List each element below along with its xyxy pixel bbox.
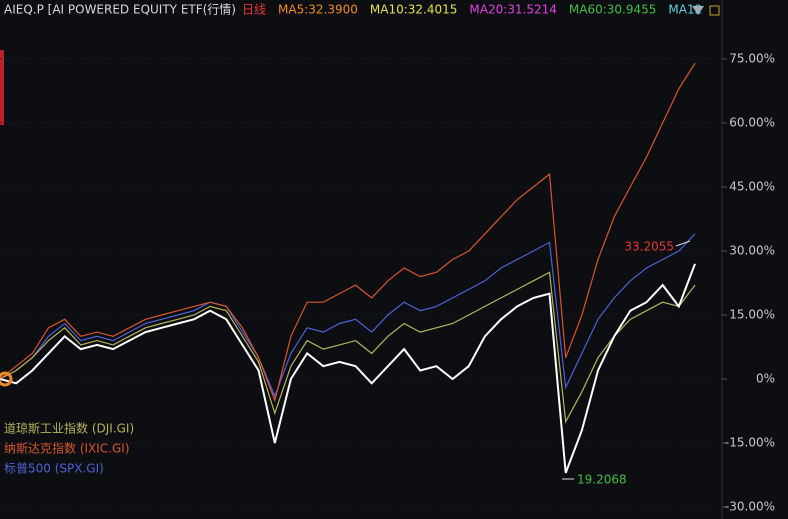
annotation: 19.2068: [577, 473, 627, 487]
header-item: MA20:31.5214: [469, 3, 557, 17]
series-line: [0, 263, 696, 474]
header-item: MA60:30.9455: [569, 3, 657, 17]
header-item: MA10:32.4015: [370, 3, 458, 17]
annotation-arrow: [675, 240, 691, 247]
legend-entry: 纳斯达克指数 (IXIC.GI): [4, 441, 130, 456]
y-tick-label: 60.00%: [729, 115, 775, 129]
y-tick-label: 45.00%: [729, 179, 775, 193]
y-tick-label: -15.00%: [725, 436, 775, 450]
series-line: [0, 62, 696, 403]
origin-marker: [0, 371, 13, 387]
header-item: MA5:32.3900: [278, 3, 358, 17]
header-item: MA12: [668, 3, 702, 17]
dropdown-icon[interactable]: [692, 6, 704, 15]
chart-title: AIEQ.P [AI POWERED EQUITY ETF(行情): [4, 3, 236, 17]
y-tick-label: -30.00%: [725, 500, 775, 514]
series-line: [0, 271, 696, 424]
legend-entry: 道琼斯工业指数 (DJI.GI): [4, 421, 134, 436]
y-tick-label: 0%: [756, 372, 775, 386]
annotation: 33.2055: [624, 240, 674, 254]
header-item: 日线: [242, 3, 266, 17]
series-line: [0, 233, 696, 398]
lock-icon[interactable]: [709, 5, 720, 16]
legend-entry: 标普500 (SPX.GI): [4, 462, 104, 476]
y-tick-label: 15.00%: [729, 307, 775, 321]
y-tick-label: 30.00%: [729, 243, 775, 257]
side-marker: [0, 50, 4, 125]
y-tick-label: 75.00%: [729, 51, 775, 65]
